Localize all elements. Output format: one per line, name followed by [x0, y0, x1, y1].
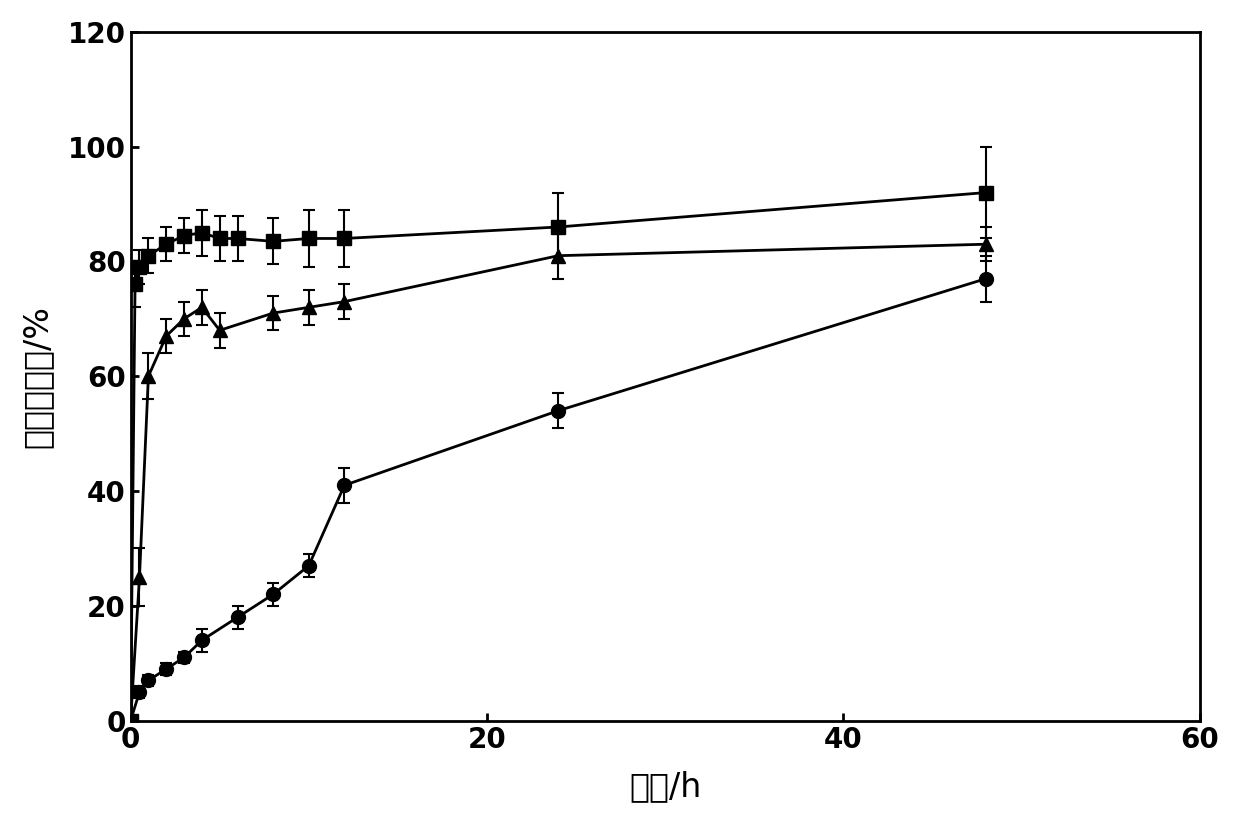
Y-axis label: 累计释放率/%: 累计释放率/% [21, 305, 53, 447]
X-axis label: 时间/h: 时间/h [629, 770, 702, 803]
